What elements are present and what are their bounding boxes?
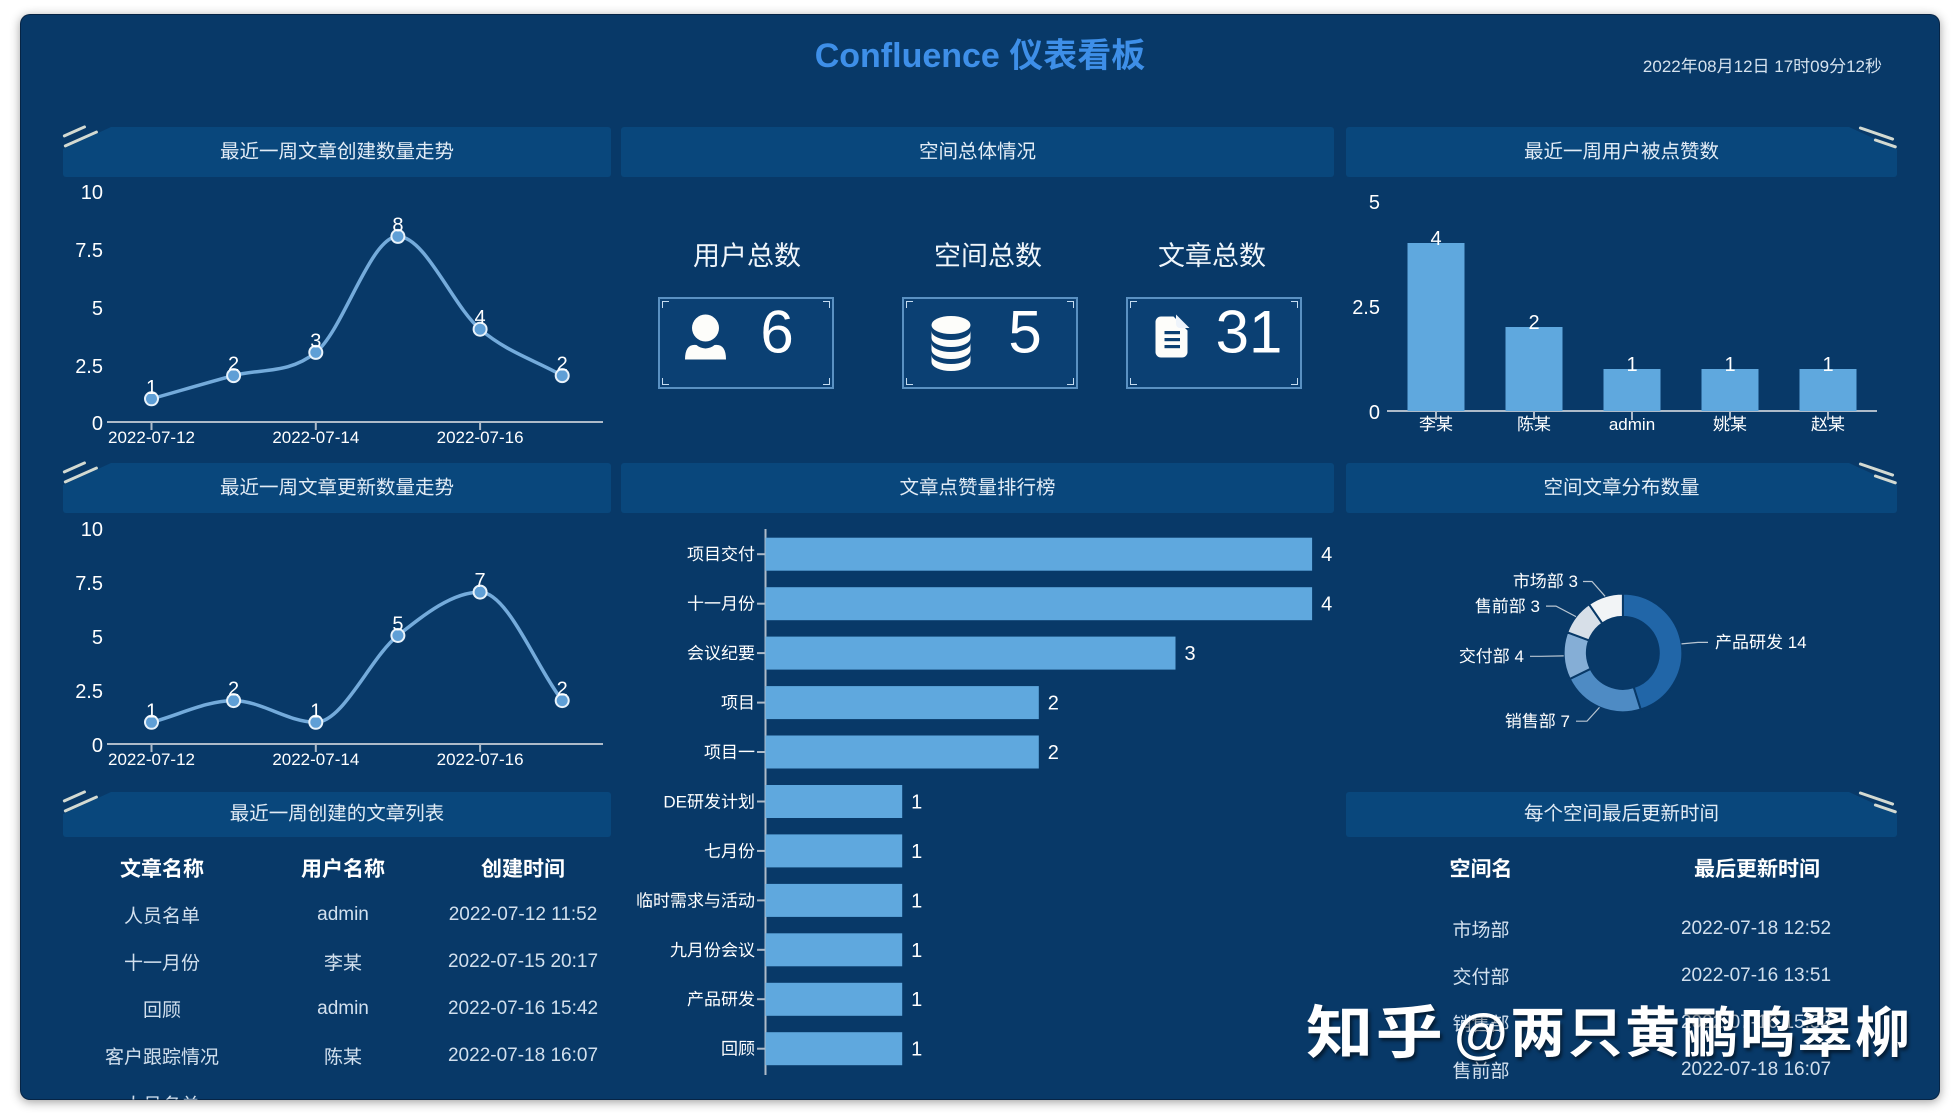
svg-text:7.5: 7.5 <box>75 240 103 262</box>
svg-text:回顾: 回顾 <box>721 1040 755 1059</box>
svg-text:3: 3 <box>1185 643 1196 665</box>
svg-text:1: 1 <box>146 377 157 399</box>
svg-text:项目: 项目 <box>721 694 755 713</box>
svg-text:4: 4 <box>1321 594 1332 616</box>
svg-text:1: 1 <box>1822 354 1833 376</box>
svg-text:2: 2 <box>557 679 568 701</box>
svg-text:7.5: 7.5 <box>75 573 103 595</box>
svg-text:4: 4 <box>475 307 486 329</box>
svg-text:2: 2 <box>1528 312 1539 334</box>
svg-text:2022-07-16: 2022-07-16 <box>437 750 524 769</box>
svg-text:1: 1 <box>911 841 922 863</box>
svg-text:2: 2 <box>228 679 239 701</box>
svg-text:2022-07-16: 2022-07-16 <box>437 428 524 447</box>
svg-text:DE研发计划: DE研发计划 <box>663 793 755 812</box>
svg-text:姚某: 姚某 <box>1713 415 1747 434</box>
svg-text:九月份会议: 九月份会议 <box>670 941 755 960</box>
svg-text:十一月份: 十一月份 <box>687 595 755 614</box>
svg-text:1: 1 <box>146 700 157 722</box>
svg-text:七月份: 七月份 <box>704 842 755 861</box>
svg-text:5: 5 <box>92 627 103 649</box>
svg-text:2: 2 <box>1048 742 1059 764</box>
svg-text:产品研发 14: 产品研发 14 <box>1715 633 1807 652</box>
svg-text:10: 10 <box>81 182 103 204</box>
svg-text:李某: 李某 <box>1419 415 1453 434</box>
svg-text:2022-07-12: 2022-07-12 <box>108 750 195 769</box>
svg-text:1: 1 <box>1724 354 1735 376</box>
svg-text:10: 10 <box>81 519 103 541</box>
svg-text:0: 0 <box>1369 402 1380 424</box>
svg-text:0: 0 <box>92 735 103 757</box>
svg-text:销售部 7: 销售部 7 <box>1505 712 1570 731</box>
svg-text:1: 1 <box>911 989 922 1011</box>
svg-text:4: 4 <box>1430 228 1441 250</box>
svg-text:1: 1 <box>911 792 922 814</box>
svg-text:admin: admin <box>1609 415 1655 434</box>
svg-text:1: 1 <box>911 1039 922 1061</box>
svg-text:2022-07-14: 2022-07-14 <box>272 428 359 447</box>
svg-text:产品研发: 产品研发 <box>687 990 755 1009</box>
svg-text:1: 1 <box>310 700 321 722</box>
svg-text:0: 0 <box>92 413 103 435</box>
svg-text:赵某: 赵某 <box>1811 415 1845 434</box>
svg-text:市场部 3: 市场部 3 <box>1513 572 1578 591</box>
svg-text:项目一: 项目一 <box>704 743 755 762</box>
svg-text:3: 3 <box>310 330 321 352</box>
svg-text:5: 5 <box>392 614 403 636</box>
svg-text:5: 5 <box>1369 192 1380 214</box>
svg-text:交付部 4: 交付部 4 <box>1459 647 1524 666</box>
svg-text:7: 7 <box>475 570 486 592</box>
svg-text:2022-07-14: 2022-07-14 <box>272 750 359 769</box>
svg-text:陈某: 陈某 <box>1517 415 1551 434</box>
svg-text:2.5: 2.5 <box>1352 297 1380 319</box>
svg-text:临时需求与活动: 临时需求与活动 <box>636 891 755 910</box>
svg-text:2022-07-12: 2022-07-12 <box>108 428 195 447</box>
svg-text:2.5: 2.5 <box>75 681 103 703</box>
svg-text:8: 8 <box>392 214 403 236</box>
svg-text:2.5: 2.5 <box>75 356 103 378</box>
svg-text:1: 1 <box>911 940 922 962</box>
svg-text:2: 2 <box>1048 693 1059 715</box>
svg-text:4: 4 <box>1321 544 1332 566</box>
svg-text:会议纪要: 会议纪要 <box>687 644 755 663</box>
svg-text:项目交付: 项目交付 <box>687 545 755 564</box>
svg-text:5: 5 <box>92 298 103 320</box>
svg-text:1: 1 <box>1626 354 1637 376</box>
svg-text:售前部 3: 售前部 3 <box>1475 597 1540 616</box>
svg-text:2: 2 <box>228 354 239 376</box>
svg-text:2: 2 <box>557 354 568 376</box>
svg-text:1: 1 <box>911 890 922 912</box>
